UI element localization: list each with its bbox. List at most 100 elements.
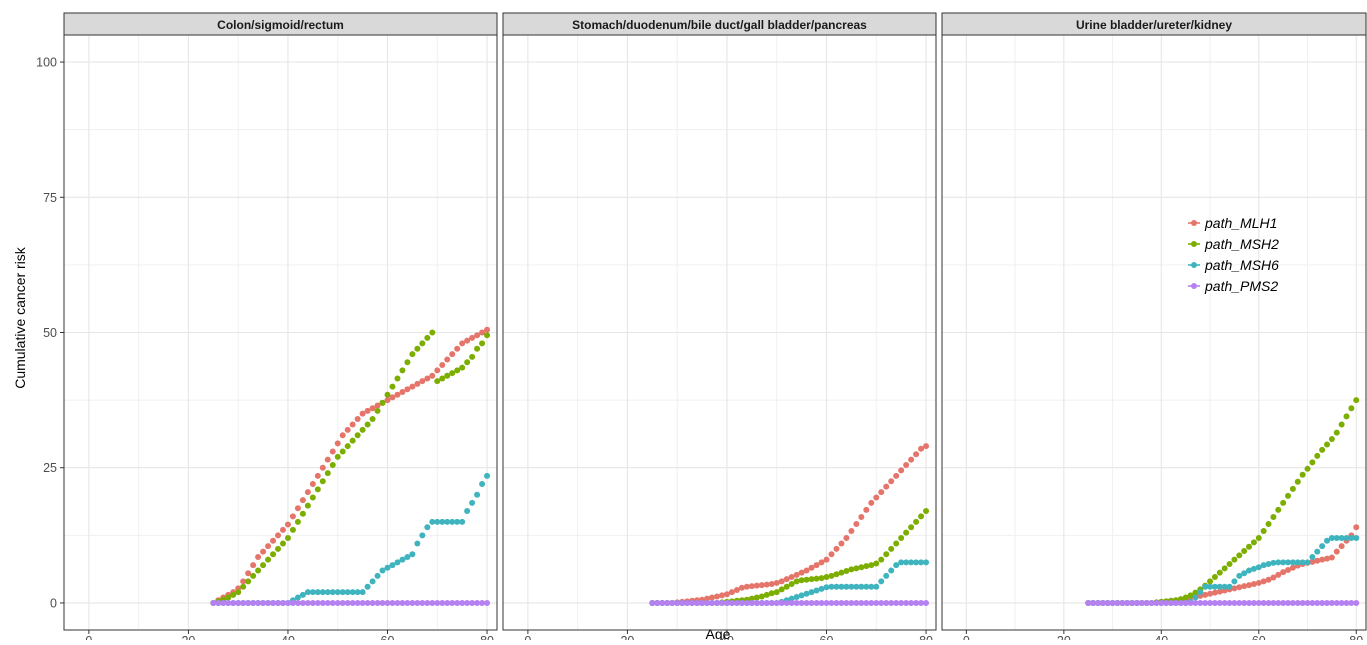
data-point — [1207, 578, 1214, 585]
data-point — [923, 559, 930, 566]
data-point — [853, 565, 860, 572]
data-point — [903, 599, 910, 606]
data-point — [674, 599, 681, 606]
data-point — [753, 582, 760, 589]
data-point — [279, 599, 286, 606]
data-point — [1348, 535, 1355, 542]
data-point — [265, 599, 272, 606]
data-point — [349, 421, 356, 428]
data-point — [449, 518, 456, 525]
data-point — [718, 599, 725, 606]
data-point — [464, 337, 471, 344]
data-point — [1143, 599, 1150, 606]
data-point — [753, 594, 760, 601]
data-point — [479, 480, 486, 487]
data-point — [235, 589, 242, 596]
data-point — [439, 599, 446, 606]
data-point — [1314, 548, 1321, 555]
y-tick-label: 0 — [50, 596, 57, 610]
data-point — [773, 589, 780, 596]
data-point — [1241, 570, 1248, 577]
data-point — [1328, 599, 1335, 606]
data-point — [379, 399, 386, 406]
data-point — [1299, 471, 1306, 478]
data-point — [424, 375, 431, 382]
series-path_PMS2 — [1085, 599, 1360, 606]
data-point — [1324, 441, 1331, 448]
facet-title: Colon/sigmoid/rectum — [217, 18, 344, 32]
data-point — [454, 518, 461, 525]
data-point — [220, 599, 227, 606]
data-point — [429, 518, 436, 525]
data-point — [230, 591, 237, 598]
legend-key-dot — [1191, 220, 1197, 226]
data-point — [324, 470, 331, 477]
data-point — [1348, 405, 1355, 412]
legend-key-dot — [1191, 241, 1197, 247]
data-point — [813, 562, 820, 569]
data-point — [788, 581, 795, 588]
data-point — [873, 494, 880, 501]
data-point — [394, 599, 401, 606]
x-tick-label: 80 — [480, 634, 494, 640]
data-point — [748, 599, 755, 606]
data-point — [439, 518, 446, 525]
data-point — [699, 599, 706, 606]
data-point — [898, 535, 905, 542]
data-point — [733, 586, 740, 593]
data-point — [808, 599, 815, 606]
data-point — [359, 410, 366, 417]
data-point — [1280, 559, 1287, 566]
data-point — [319, 589, 326, 596]
data-point — [424, 524, 431, 531]
data-point — [1124, 599, 1131, 606]
data-point — [1216, 569, 1223, 576]
data-point — [868, 583, 875, 590]
data-point — [1328, 436, 1335, 443]
data-point — [1138, 599, 1145, 606]
data-point — [1207, 599, 1214, 606]
data-point — [1319, 543, 1326, 550]
data-point — [1294, 478, 1301, 485]
data-point — [1260, 578, 1267, 585]
data-point — [379, 599, 386, 606]
data-point — [818, 559, 825, 566]
data-point — [389, 599, 396, 606]
data-point — [394, 391, 401, 398]
data-point — [1119, 599, 1126, 606]
data-point — [459, 518, 466, 525]
data-point — [704, 599, 711, 606]
data-point — [289, 599, 296, 606]
data-point — [275, 545, 282, 552]
data-point — [324, 589, 331, 596]
data-point — [1338, 535, 1345, 542]
data-point — [319, 464, 326, 471]
data-point — [828, 583, 835, 590]
data-point — [1192, 589, 1199, 596]
data-point — [414, 540, 421, 547]
data-point — [788, 595, 795, 602]
data-point — [833, 545, 840, 552]
data-point — [1255, 535, 1262, 542]
y-tick-label: 25 — [43, 461, 57, 475]
data-point — [299, 591, 306, 598]
data-point — [709, 599, 716, 606]
data-point — [773, 579, 780, 586]
data-point — [714, 593, 721, 600]
data-point — [1236, 552, 1243, 559]
data-point — [469, 599, 476, 606]
data-point — [704, 595, 711, 602]
data-point — [649, 599, 656, 606]
data-point — [1309, 553, 1316, 560]
x-tick-label: 20 — [1057, 634, 1071, 640]
data-point — [329, 589, 336, 596]
data-point — [225, 599, 232, 606]
data-point — [1099, 599, 1106, 606]
data-point — [1211, 573, 1218, 580]
legend-label: path_MLH1 — [1204, 215, 1277, 231]
data-point — [339, 599, 346, 606]
data-point — [1221, 565, 1228, 572]
data-point — [898, 467, 905, 474]
data-point — [858, 564, 865, 571]
data-point — [679, 599, 686, 606]
